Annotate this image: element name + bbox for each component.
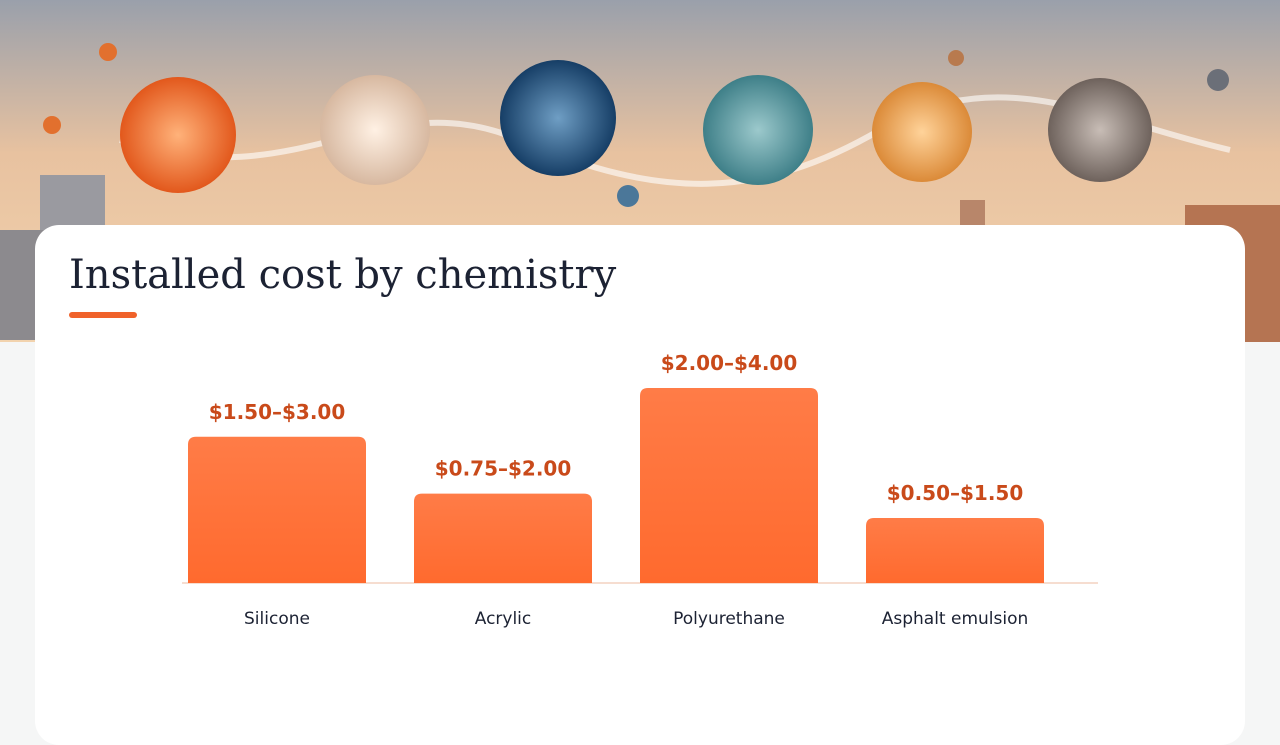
x-tick-label: Silicone bbox=[244, 609, 310, 629]
card: Installed cost by chemistry $1.50–$3.00 S… bbox=[35, 225, 1245, 745]
value-label: $2.00–$4.00 bbox=[661, 351, 798, 375]
x-tick-label: Acrylic bbox=[475, 609, 532, 629]
value-label: $0.50–$1.50 bbox=[887, 481, 1024, 505]
x-tick-label: Asphalt emulsion bbox=[882, 609, 1029, 629]
chart: Installed cost by chemistry $1.50–$3.00 S… bbox=[69, 252, 1098, 629]
bar bbox=[866, 518, 1044, 583]
bar bbox=[414, 493, 592, 583]
bar bbox=[640, 388, 818, 583]
value-label: $1.50–$3.00 bbox=[209, 400, 346, 424]
chart-title: Installed cost by chemistry bbox=[69, 252, 617, 298]
bar bbox=[188, 436, 366, 583]
value-label: $0.75–$2.00 bbox=[435, 457, 572, 481]
title-underline bbox=[69, 312, 137, 318]
page: Installed cost by chemistry $1.50–$3.00 S… bbox=[0, 0, 1280, 629]
x-tick-label: Polyurethane bbox=[673, 609, 785, 629]
